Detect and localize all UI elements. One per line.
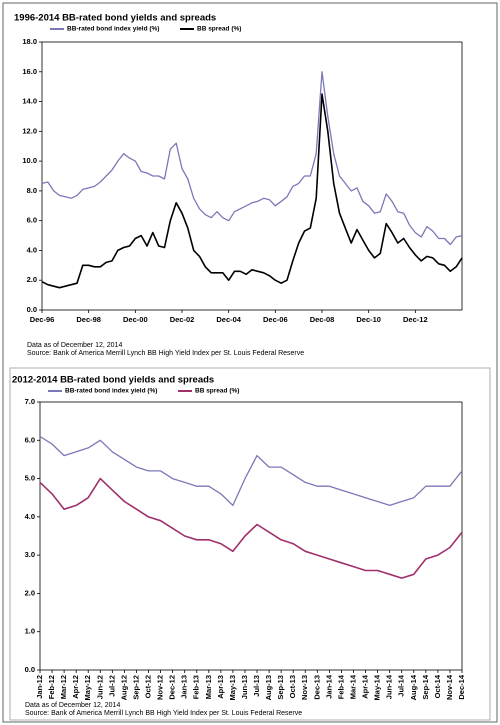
series-line [39, 435, 463, 507]
x-tick-label: Sep-13 [276, 675, 285, 700]
y-tick-label: 18.0 [22, 37, 37, 46]
x-tick-label: Nov-13 [300, 675, 309, 700]
x-tick-label: Dec-13 [312, 675, 321, 700]
y-tick-label: 0.0 [25, 665, 35, 674]
x-tick-label: Jun-14 [385, 674, 394, 699]
x-tick-label: Dec-06 [263, 315, 288, 324]
y-tick-label: 6.0 [25, 435, 35, 444]
x-tick-label: Dec-12 [403, 315, 428, 324]
x-tick-label: Dec-10 [356, 315, 381, 324]
chart-title: 2012-2014 BB-rated bond yields and sprea… [12, 375, 214, 386]
note: Source: Bank of America Merrill Lynch BB… [27, 350, 304, 357]
x-tick-label: Aug-12 [119, 675, 128, 700]
x-tick-label: Sep-14 [421, 674, 430, 699]
x-tick-label: Jun-13 [240, 675, 249, 699]
x-tick-label: Dec-08 [310, 315, 335, 324]
series-line [39, 477, 463, 579]
y-tick-label: 7.0 [25, 397, 35, 406]
series-line [41, 93, 463, 289]
y-tick-label: 6.0 [27, 216, 37, 225]
y-tick-label: 8.0 [27, 186, 37, 195]
x-tick-label: Jul-12 [107, 675, 116, 697]
series-line [41, 71, 463, 246]
x-tick-label: Mar-14 [348, 674, 357, 699]
x-tick-label: Jun-12 [95, 675, 104, 699]
note: Source: Bank of America Merrill Lynch BB… [25, 710, 302, 717]
plot-area [39, 401, 463, 671]
legend-label: BB spread (%) [197, 26, 241, 33]
note: Data as of December 12, 2014 [27, 342, 122, 349]
x-tick-label: Jul-14 [397, 674, 406, 697]
legend-label: BB spread (%) [195, 388, 239, 395]
x-tick-label: May-14 [373, 674, 382, 700]
x-tick-label: Dec-00 [123, 315, 148, 324]
y-tick-label: 16.0 [22, 67, 37, 76]
x-tick-label: Dec-96 [30, 315, 55, 324]
y-tick-label: 1.0 [25, 627, 35, 636]
x-tick-label: Feb-13 [192, 675, 201, 699]
x-tick-label: Oct-13 [288, 675, 297, 698]
note: Data as of December 12, 2014 [25, 702, 120, 709]
x-tick-label: Mar-13 [204, 675, 213, 699]
x-tick-label: Jul-13 [252, 675, 261, 697]
x-tick-label: Apr-14 [361, 674, 370, 699]
x-tick-label: Feb-14 [336, 674, 345, 699]
x-tick-label: Oct-14 [433, 674, 442, 698]
x-tick-label: Mar-12 [59, 675, 68, 699]
panel-border [9, 367, 491, 721]
legend-label: BB-rated bond index yield (%) [67, 26, 159, 33]
x-tick-label: Aug-13 [264, 675, 273, 700]
y-tick-label: 4.0 [27, 245, 37, 254]
y-tick-label: 12.0 [22, 126, 37, 135]
x-tick-label: Nov-12 [156, 675, 165, 700]
y-tick-label: 4.0 [25, 512, 35, 521]
y-tick-label: 2.0 [25, 588, 35, 597]
plot-area [41, 41, 463, 311]
x-tick-label: Dec-04 [216, 315, 241, 324]
x-tick-label: Aug-14 [409, 674, 418, 700]
legend-label: BB-rated bond index yield (%) [65, 388, 157, 395]
y-tick-label: 2.0 [27, 275, 37, 284]
x-tick-label: Nov-14 [445, 674, 454, 700]
chart-title: 1996-2014 BB-rated bond yields and sprea… [14, 13, 216, 24]
x-tick-label: Oct-12 [143, 675, 152, 698]
x-tick-label: Jan-12 [35, 675, 44, 699]
x-tick-label: Sep-12 [131, 675, 140, 700]
x-tick-label: Dec-14 [457, 674, 466, 699]
y-tick-label: 10.0 [22, 156, 37, 165]
x-tick-label: May-13 [228, 675, 237, 700]
y-tick-label: 5.0 [25, 474, 35, 483]
y-tick-label: 0.0 [27, 305, 37, 314]
x-tick-label: Dec-98 [76, 315, 101, 324]
x-tick-label: Feb-12 [47, 675, 56, 699]
x-tick-label: May-12 [83, 675, 92, 700]
x-tick-label: Dec-02 [170, 315, 195, 324]
x-tick-label: Dec-12 [168, 675, 177, 700]
y-tick-label: 3.0 [25, 550, 35, 559]
x-tick-label: Jan-13 [180, 675, 189, 699]
x-tick-label: Jan-14 [324, 674, 333, 699]
x-tick-label: Apr-13 [216, 675, 225, 699]
x-tick-label: Apr-12 [71, 675, 80, 699]
y-tick-label: 14.0 [22, 97, 37, 106]
